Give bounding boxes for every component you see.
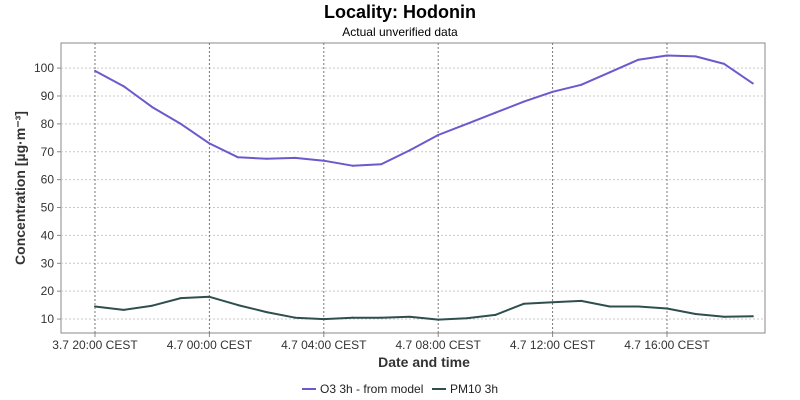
- y-tick-label: 50: [41, 201, 55, 215]
- data-point: [208, 295, 211, 298]
- y-tick-label: 40: [41, 228, 55, 242]
- data-point: [265, 157, 268, 160]
- data-point: [608, 305, 611, 308]
- y-axis-label: Concentration [µg·m⁻³]: [12, 111, 28, 265]
- data-point: [465, 317, 468, 320]
- y-tick-label: 100: [34, 61, 54, 75]
- data-point: [122, 85, 125, 88]
- data-point: [465, 122, 468, 125]
- data-point: [122, 308, 125, 311]
- data-point: [151, 106, 154, 109]
- data-point: [551, 90, 554, 93]
- data-point: [94, 305, 96, 308]
- data-point: [322, 318, 325, 321]
- series-group: [94, 54, 754, 321]
- data-point: [494, 313, 497, 316]
- data-point: [723, 315, 726, 318]
- data-point: [666, 54, 668, 57]
- plot-area: [60, 42, 766, 334]
- data-point: [723, 62, 726, 65]
- x-axis-ticks: 3.7 20:00 CEST 4.7 00:00 CEST 4.7 04:00 CE…: [52, 333, 710, 352]
- chart-subtitle: Actual unverified data: [342, 25, 458, 39]
- series-line-0: [94, 54, 754, 167]
- legend: O3 3h - from model PM10 3h: [302, 382, 498, 396]
- data-point: [523, 100, 525, 103]
- y-tick-label: 70: [41, 145, 55, 159]
- data-point: [580, 299, 583, 302]
- data-point: [179, 122, 182, 125]
- y-tick-label: 10: [41, 312, 55, 326]
- data-point: [265, 311, 268, 314]
- y-tick-label: 60: [41, 173, 55, 187]
- data-point: [380, 163, 382, 166]
- data-point: [751, 315, 754, 318]
- x-axis-label: Date and time: [378, 354, 470, 370]
- series-line-1: [94, 295, 753, 321]
- data-point: [408, 315, 411, 318]
- x-tick-label: 4.7 04:00 CEST: [281, 338, 367, 352]
- y-tick-label: 20: [41, 284, 55, 298]
- y-tick-label: 80: [41, 117, 55, 131]
- y-tick-label: 90: [41, 89, 55, 103]
- x-tick-label: 4.7 08:00 CEST: [396, 338, 482, 352]
- data-point: [637, 58, 640, 61]
- data-point: [694, 55, 697, 58]
- legend-label: PM10 3h: [450, 382, 498, 396]
- x-tick-label: 3.7 20:00 CEST: [52, 338, 138, 352]
- data-point: [494, 111, 497, 114]
- x-tick-label: 4.7 16:00 CEST: [624, 338, 710, 352]
- data-point: [237, 156, 239, 159]
- data-point: [580, 83, 583, 86]
- grid: [61, 43, 765, 333]
- data-point: [94, 69, 96, 72]
- data-point: [694, 313, 697, 316]
- data-point: [751, 82, 754, 85]
- x-tick-label: 4.7 12:00 CEST: [510, 338, 596, 352]
- data-point: [179, 297, 182, 300]
- data-point: [151, 304, 154, 307]
- data-point: [666, 307, 668, 310]
- data-point: [637, 305, 640, 308]
- chart-title: Locality: Hodonin: [324, 2, 476, 22]
- data-point: [380, 316, 382, 319]
- legend-label: O3 3h - from model: [320, 382, 423, 396]
- data-point: [294, 316, 297, 319]
- y-axis-ticks: 10 20 30 40 50 60 70 80 90 100: [34, 61, 61, 326]
- data-point: [351, 164, 354, 167]
- data-point: [351, 316, 354, 319]
- data-point: [437, 318, 440, 321]
- data-point: [437, 134, 440, 137]
- data-point: [237, 304, 239, 307]
- data-point: [408, 149, 411, 152]
- x-tick-label: 4.7 00:00 CEST: [167, 338, 253, 352]
- data-point: [294, 156, 297, 159]
- data-point: [208, 142, 211, 145]
- data-point: [608, 71, 611, 74]
- data-point: [551, 301, 554, 304]
- y-tick-label: 30: [41, 256, 55, 270]
- data-point: [322, 159, 325, 162]
- data-point: [523, 302, 525, 305]
